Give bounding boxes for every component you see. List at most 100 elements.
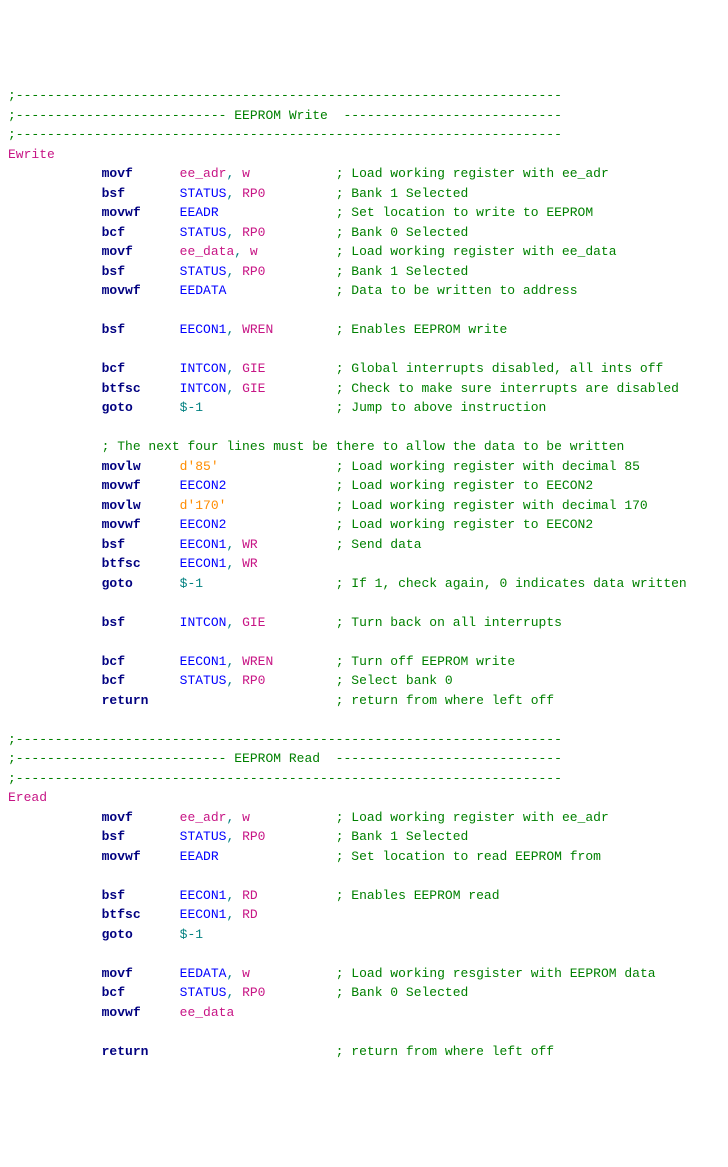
inline-comment: ; Load working register with ee_data: [336, 244, 617, 259]
code-line: bsf STATUS, RP0 ; Bank 1 Selected: [8, 827, 720, 847]
code-line: bcf STATUS, RP0 ; Bank 0 Selected: [8, 223, 720, 243]
args: STATUS, RP0: [180, 673, 266, 688]
mnemonic: movlw: [102, 459, 180, 474]
mnemonic: bsf: [102, 322, 180, 337]
punct-token: ,: [226, 654, 242, 669]
args: EECON1, WR: [180, 537, 258, 552]
register-token: STATUS: [180, 985, 227, 1000]
punct-token: ,: [226, 810, 242, 825]
register-token: STATUS: [180, 829, 227, 844]
operand-token: GIE: [242, 381, 265, 396]
code-line: bcf STATUS, RP0 ; Bank 0 Selected: [8, 983, 720, 1003]
inline-comment: ; Bank 1 Selected: [336, 186, 469, 201]
code-line: Ewrite: [8, 145, 720, 165]
code-line: bcf STATUS, RP0 ; Select bank 0: [8, 671, 720, 691]
operand-token: RD: [242, 888, 258, 903]
inline-comment: ; Bank 1 Selected: [336, 264, 469, 279]
operand-token: RP0: [242, 225, 265, 240]
literal-token: d'85': [180, 459, 219, 474]
args: EECON1, WR: [180, 556, 258, 571]
code-line: ; The next four lines must be there to a…: [8, 437, 720, 457]
mnemonic: return: [102, 1044, 180, 1059]
indent: [8, 810, 102, 825]
mnemonic: movf: [102, 166, 180, 181]
code-line: Eread: [8, 788, 720, 808]
indent: [8, 615, 102, 630]
code-line: ;--------------------------- EEPROM Writ…: [8, 106, 720, 126]
args: STATUS, RP0: [180, 225, 266, 240]
code-line: return ; return from where left off: [8, 691, 720, 711]
inline-comment: ; Enables EEPROM read: [336, 888, 500, 903]
pad: [226, 517, 335, 532]
mnemonic: movwf: [102, 517, 180, 532]
punct-token: ,: [226, 907, 242, 922]
indent: [8, 322, 102, 337]
code-line: [8, 1022, 720, 1042]
mnemonic: bcf: [102, 985, 180, 1000]
code-line: bsf EECON1, WREN ; Enables EEPROM write: [8, 320, 720, 340]
args: EEDATA: [180, 283, 227, 298]
punct-token: ,: [226, 888, 242, 903]
args: INTCON, GIE: [180, 361, 266, 376]
pad: [265, 225, 335, 240]
inline-comment: ; Check to make sure interrupts are disa…: [336, 381, 679, 396]
inline-comment: ; Jump to above instruction: [336, 400, 547, 415]
pad: [250, 166, 336, 181]
punct-token: ,: [226, 225, 242, 240]
args: EEDATA, w: [180, 966, 250, 981]
inline-comment: ; Global interrupts disabled, all ints o…: [336, 361, 664, 376]
indent: [8, 849, 102, 864]
args: $-1: [180, 576, 203, 591]
register-token: STATUS: [180, 264, 227, 279]
register-token: EECON2: [180, 517, 227, 532]
indent: [8, 966, 102, 981]
indent: [8, 205, 102, 220]
mnemonic: bsf: [102, 264, 180, 279]
indent: [8, 517, 102, 532]
pad: [250, 966, 336, 981]
code-line: bcf INTCON, GIE ; Global interrupts disa…: [8, 359, 720, 379]
mnemonic: bcf: [102, 361, 180, 376]
indent: [8, 556, 102, 571]
operand-token: RP0: [242, 264, 265, 279]
register-token: STATUS: [180, 225, 227, 240]
code-line: bsf STATUS, RP0 ; Bank 1 Selected: [8, 262, 720, 282]
inline-comment: ; return from where left off: [336, 1044, 554, 1059]
code-line: [8, 632, 720, 652]
pad: [258, 556, 336, 571]
register-token: EECON2: [180, 478, 227, 493]
code-line: movf ee_adr, w ; Load working register w…: [8, 164, 720, 184]
pad: [250, 810, 336, 825]
mnemonic: btfsc: [102, 556, 180, 571]
inline-comment: ; Load working register with ee_adr: [336, 810, 609, 825]
mnemonic: bcf: [102, 673, 180, 688]
indent: [8, 888, 102, 903]
code-line: ;--------------------------- EEPROM Read…: [8, 749, 720, 769]
punct-token: ,: [226, 166, 242, 181]
indent: [8, 439, 102, 454]
indent: [8, 283, 102, 298]
pad: [219, 459, 336, 474]
pad: [265, 673, 335, 688]
comment-line: ; The next four lines must be there to a…: [102, 439, 625, 454]
code-line: bsf EECON1, RD ; Enables EEPROM read: [8, 886, 720, 906]
operand-token: GIE: [242, 361, 265, 376]
code-line: btfsc EECON1, WR: [8, 554, 720, 574]
operand-token: w: [242, 810, 250, 825]
inline-comment: ; Bank 1 Selected: [336, 829, 469, 844]
operand-token: ee_adr: [180, 166, 227, 181]
indent: [8, 186, 102, 201]
pad: [234, 1005, 335, 1020]
inline-comment: ; Turn back on all interrupts: [336, 615, 562, 630]
mnemonic: bsf: [102, 615, 180, 630]
inline-comment: ; Bank 0 Selected: [336, 225, 469, 240]
code-line: movlw d'170' ; Load working register wit…: [8, 496, 720, 516]
register-token: EECON1: [180, 888, 227, 903]
punct-token: ,: [226, 673, 242, 688]
code-line: movf ee_adr, w ; Load working register w…: [8, 808, 720, 828]
code-line: [8, 418, 720, 438]
mnemonic: movlw: [102, 498, 180, 513]
code-line: ;---------------------------------------…: [8, 86, 720, 106]
register-token: INTCON: [180, 381, 227, 396]
code-line: [8, 301, 720, 321]
